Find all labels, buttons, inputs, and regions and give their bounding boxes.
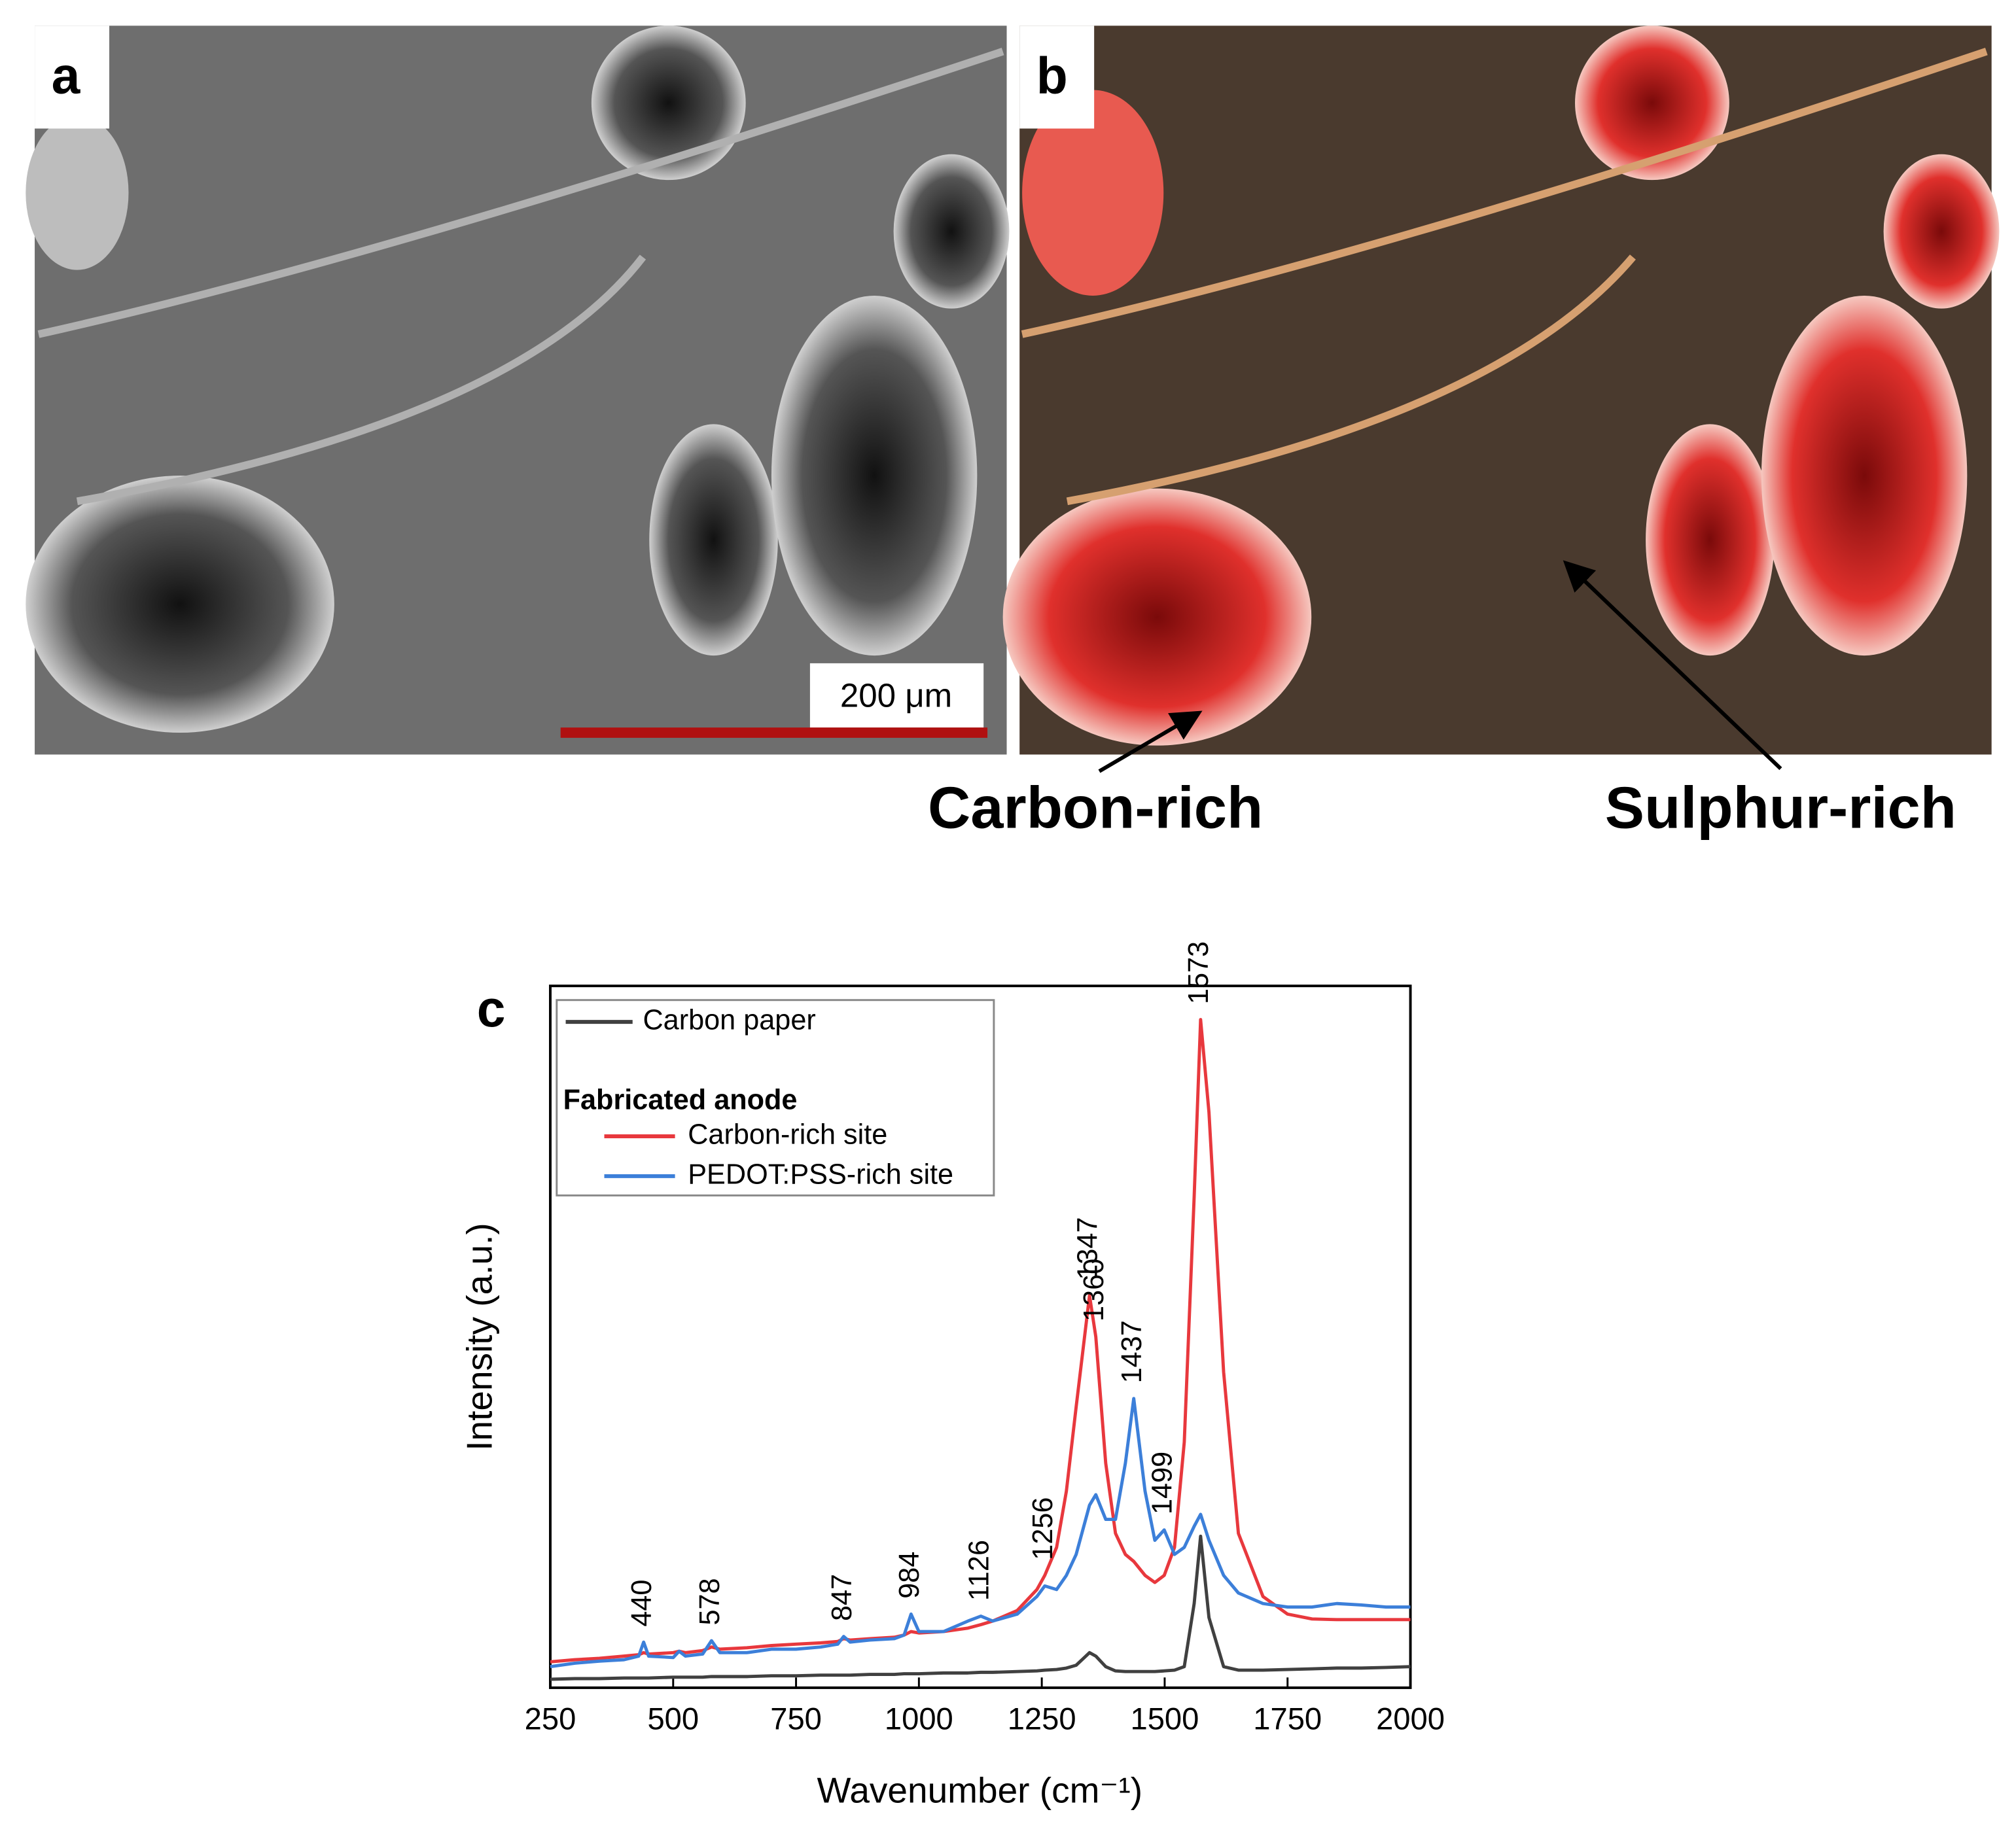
- peak-label: 1499: [1147, 1452, 1178, 1514]
- sem-image-b: [1002, 26, 2000, 755]
- series-line: [550, 1397, 1411, 1669]
- x-tick-label: 1250: [1008, 1701, 1076, 1736]
- plot-frame: [549, 985, 1412, 1689]
- peak-label: 1360: [1078, 1259, 1110, 1321]
- panel-label: c: [477, 980, 506, 1038]
- sem-image-a: [26, 26, 1010, 755]
- legend-label: PEDOT:PSS-rich site: [688, 1159, 953, 1190]
- legend-label: Carbon paper: [643, 1005, 815, 1036]
- annotation: Sulphur-rich: [1605, 775, 1956, 841]
- arrow: [1563, 560, 1782, 771]
- x-tick-label: 1750: [1253, 1701, 1322, 1736]
- x-tick-label: 500: [647, 1701, 699, 1736]
- x-tick-label: 2000: [1376, 1701, 1445, 1736]
- peak-label: 1126: [963, 1540, 995, 1601]
- peak-label: 847: [826, 1574, 858, 1621]
- peak-label: 578: [694, 1578, 726, 1625]
- peak-label: 1347: [1072, 1217, 1103, 1280]
- x-tick-label: 1500: [1131, 1701, 1199, 1736]
- arrow: [1098, 710, 1203, 773]
- panel-label: a: [52, 47, 81, 105]
- legend-title: Fabricated anode: [563, 1084, 798, 1115]
- annotation: Carbon-rich: [928, 775, 1263, 841]
- x-tick-label: 250: [525, 1701, 576, 1736]
- peak-label: 440: [626, 1580, 658, 1627]
- peak-label: 1256: [1027, 1497, 1059, 1560]
- y-axis-label: Intensity (a.u.): [459, 1223, 499, 1450]
- peak-label: 1437: [1116, 1320, 1148, 1383]
- series-line: [550, 1534, 1411, 1681]
- peak-label: 984: [894, 1552, 925, 1599]
- x-tick-label: 1000: [885, 1701, 953, 1736]
- legend: Fabricated anode Carbon paper Carbon-rich…: [556, 999, 995, 1196]
- peak-label: 1573: [1183, 941, 1214, 1004]
- series-line: [550, 1018, 1411, 1664]
- scale-bar-label: 200 μm: [840, 676, 952, 714]
- x-axis-label: Wavenumber (cm⁻¹): [817, 1770, 1142, 1811]
- panel-label: b: [1036, 47, 1068, 105]
- legend-label: Carbon-rich site: [688, 1119, 887, 1150]
- x-tick-label: 750: [770, 1701, 822, 1736]
